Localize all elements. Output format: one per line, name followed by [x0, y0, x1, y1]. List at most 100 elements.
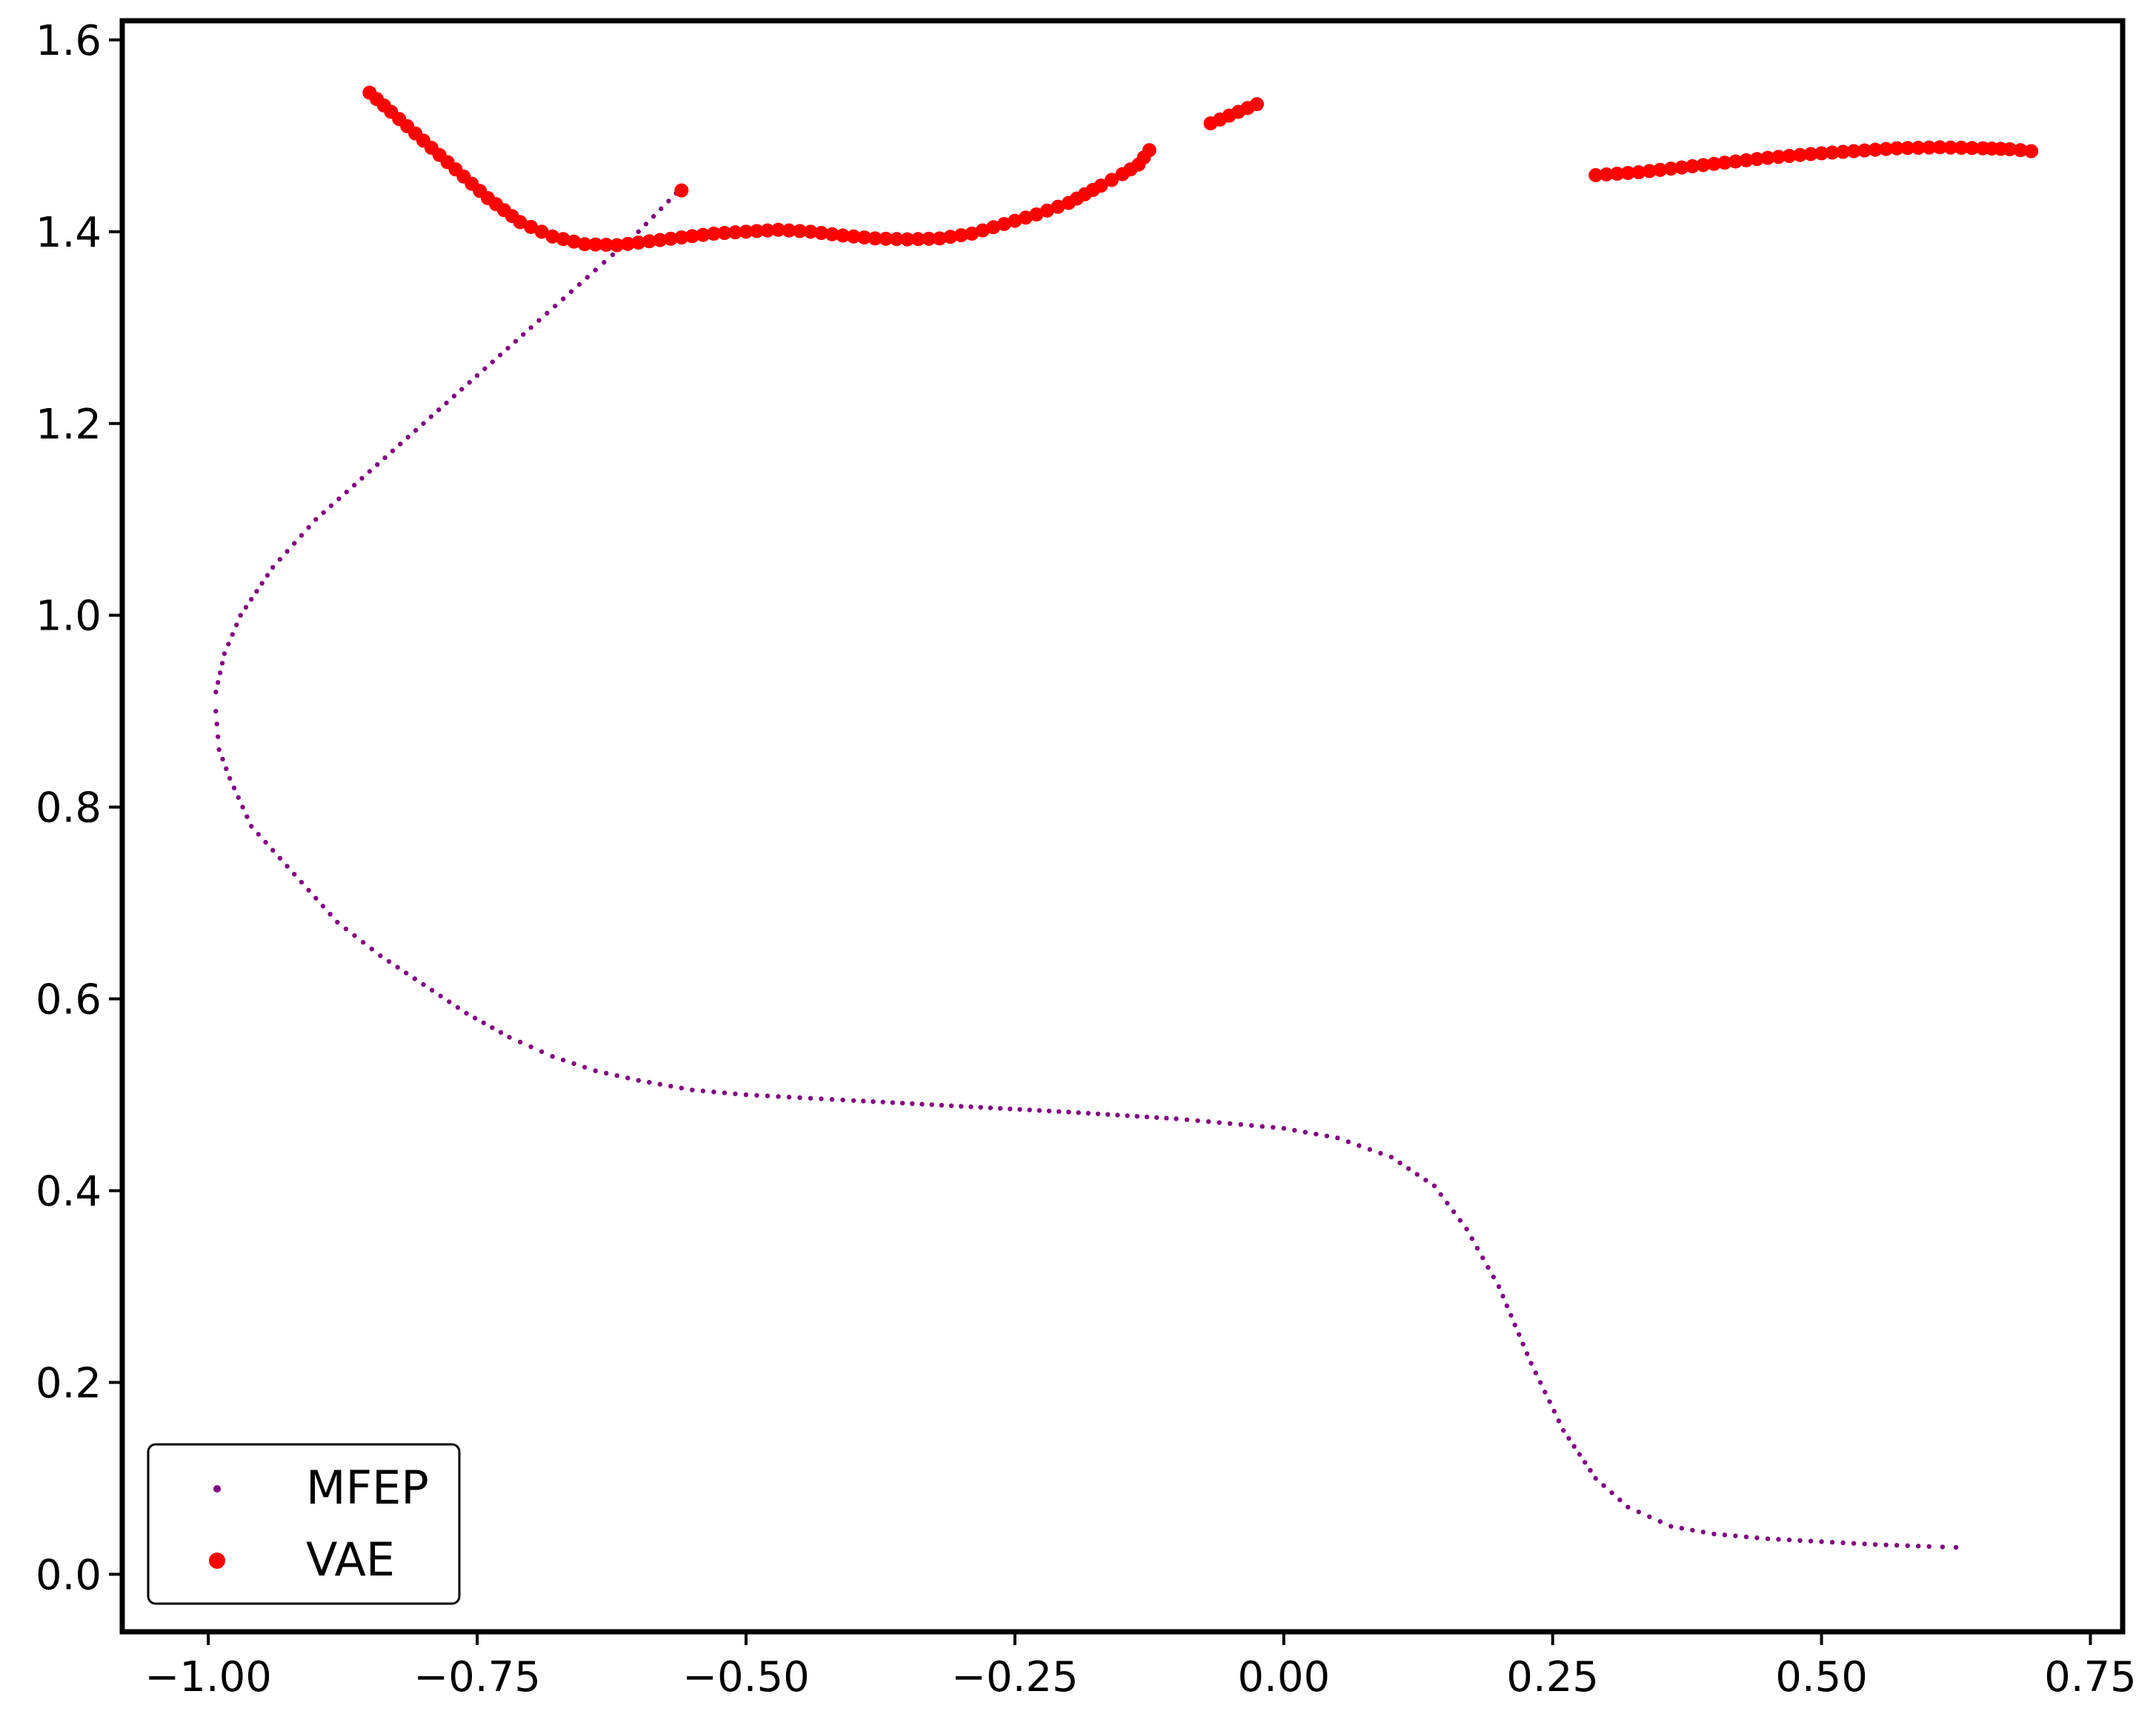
mfep-point — [1367, 1147, 1373, 1152]
vae-point — [2003, 141, 2017, 156]
vae-point — [889, 232, 904, 247]
mfep-point — [214, 721, 219, 727]
mfep-point — [711, 1089, 716, 1095]
mfep-point — [1582, 1460, 1588, 1465]
vae-point — [1706, 156, 1721, 171]
mfep-point — [369, 947, 374, 952]
mfep-point — [222, 651, 227, 656]
mfep-point — [614, 1073, 619, 1078]
vae-point — [620, 236, 635, 251]
mfep-point — [808, 1096, 814, 1101]
mfep-point — [1314, 1131, 1319, 1137]
mfep-point — [604, 1070, 609, 1076]
mfep-point — [988, 1105, 994, 1110]
mfep-point — [593, 1068, 598, 1073]
vae-point — [1018, 210, 1033, 225]
mfep-point — [234, 622, 239, 627]
mfep-point — [610, 252, 616, 258]
mfep-point — [871, 1098, 876, 1104]
mfep-point — [220, 756, 225, 762]
mfep-point — [647, 1079, 652, 1085]
vae-point — [642, 234, 656, 249]
mfep-point — [213, 708, 219, 714]
vae-point — [577, 237, 592, 252]
legend-label-mfep: MFEP — [306, 1461, 429, 1515]
mfep-point — [270, 847, 276, 853]
mfep-point — [722, 1090, 728, 1096]
mfep-point — [517, 1039, 523, 1044]
mfep-point — [277, 556, 283, 562]
vae-point — [1653, 162, 1668, 177]
mfep-point — [1125, 1113, 1130, 1118]
mfep-point — [1174, 1116, 1179, 1121]
vae-point — [1782, 149, 1797, 164]
mfep-point — [375, 462, 380, 467]
mfep-point — [1765, 1536, 1771, 1541]
mfep-point — [851, 1098, 856, 1103]
vae-point — [986, 220, 1001, 235]
mfep-point — [1292, 1127, 1297, 1133]
mfep-point — [1431, 1183, 1437, 1189]
mfep-point — [1357, 1143, 1362, 1148]
mfep-point — [215, 680, 221, 685]
vae-point — [943, 230, 958, 244]
mfep-point — [585, 275, 590, 280]
mfep-point — [1205, 1119, 1211, 1124]
mfep-point — [1027, 1107, 1032, 1113]
mfep-point — [829, 1097, 835, 1102]
vae-point — [771, 222, 785, 237]
mfep-point — [360, 939, 366, 945]
mfep-point — [1017, 1107, 1022, 1112]
vae-point — [1696, 158, 1711, 173]
mfep-series — [213, 190, 1959, 1550]
mfep-point — [643, 221, 649, 227]
vae-point — [1911, 141, 1926, 156]
plot-frame — [119, 18, 2126, 1635]
mfep-point — [1195, 1118, 1200, 1124]
vae-point — [846, 229, 861, 244]
mfep-point — [1700, 1530, 1706, 1535]
mfep-point — [536, 318, 542, 323]
vae-point — [1051, 199, 1065, 214]
y-tick-label: 1.4 — [36, 209, 102, 257]
mfep-point — [1577, 1452, 1583, 1457]
vae-point — [749, 224, 764, 239]
mfep-point — [690, 1087, 695, 1093]
mfep-point — [668, 1084, 673, 1089]
mfep-point — [636, 229, 641, 235]
mfep-point — [459, 387, 465, 392]
mfep-point — [264, 573, 270, 578]
mfep-point — [1829, 1539, 1835, 1545]
mfep-point — [1057, 1109, 1062, 1114]
vae-point — [1610, 166, 1625, 181]
mfep-point — [1271, 1124, 1276, 1130]
vae-point — [739, 224, 753, 239]
mfep-point — [890, 1100, 896, 1105]
vae-point — [1749, 152, 1764, 167]
mfep-point — [910, 1101, 915, 1107]
vae-point — [1631, 165, 1646, 180]
mfep-point — [593, 267, 598, 273]
mfep-point — [1324, 1133, 1330, 1138]
vae-point — [868, 231, 882, 246]
mfep-point — [226, 641, 231, 647]
mfep-point — [1037, 1107, 1042, 1113]
vae-point — [932, 231, 947, 246]
x-tick-label: 0.00 — [1237, 1653, 1330, 1701]
vae-point — [1588, 167, 1603, 182]
mfep-point — [292, 872, 297, 877]
mfep-point — [1593, 1475, 1598, 1481]
mfep-point — [244, 814, 250, 819]
vae-point — [1879, 141, 1894, 156]
mfep-point — [1711, 1531, 1717, 1537]
mfep-point — [320, 904, 326, 909]
mfep-point — [398, 441, 403, 447]
vae-point — [524, 219, 539, 234]
mfep-point — [560, 296, 566, 301]
y-tick-label: 0.6 — [36, 976, 102, 1024]
mfep-point — [474, 373, 480, 379]
mfep-point — [1543, 1390, 1548, 1395]
vae-point — [728, 225, 742, 240]
mfep-point — [1862, 1541, 1867, 1547]
mfep-point — [521, 332, 526, 337]
